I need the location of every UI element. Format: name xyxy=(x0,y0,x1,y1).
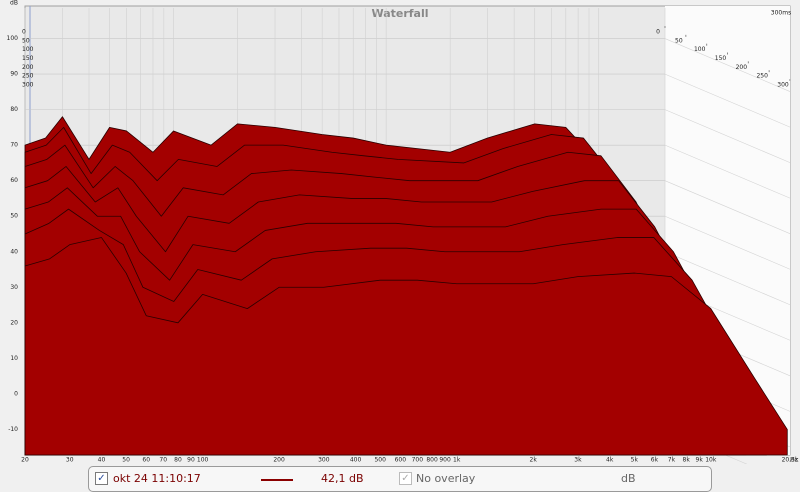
grid-line xyxy=(664,144,791,199)
chart-title: Waterfall xyxy=(371,7,428,20)
x-tick-label: 9k xyxy=(696,457,704,464)
y-tick-label: 100 xyxy=(7,35,19,42)
measurement-name[interactable]: okt 24 11:10:17 xyxy=(113,472,201,485)
z-tick-label: 200 xyxy=(22,64,34,71)
y-tick-label: 70 xyxy=(10,142,18,149)
z-tick-label: 0 xyxy=(656,29,660,36)
grid-line xyxy=(664,215,791,270)
y-tick-label: 40 xyxy=(10,248,18,255)
x-tick-label: 800 xyxy=(426,457,438,464)
y-tick-label: 90 xyxy=(10,71,18,78)
line-swatch xyxy=(261,479,293,481)
z-tick-label: 200 xyxy=(736,64,748,71)
x-tick-label: 80 xyxy=(174,457,182,464)
x-tick-label: 10k xyxy=(705,457,717,464)
z-tick-label: 300 xyxy=(22,82,34,89)
y-tick-label: 80 xyxy=(10,106,18,113)
x-tick-label: 400 xyxy=(350,457,362,464)
y-tick-label: 0 xyxy=(14,390,18,397)
z-tick-label: 100 xyxy=(694,46,706,53)
x-tick-label: 20 xyxy=(21,457,29,464)
x-tick-label: 90 xyxy=(187,457,195,464)
x-tick-label: 3k xyxy=(574,457,582,464)
grid-line xyxy=(664,109,791,163)
grid-line xyxy=(664,251,791,306)
x-tick-label: 2k xyxy=(530,457,538,464)
y-tick-label: 10 xyxy=(10,355,18,362)
grid-line xyxy=(664,180,791,234)
z-tick-label: 150 xyxy=(715,55,727,62)
legend-bar: ✓ okt 24 11:10:17 42,1 dB ✓ No overlay d… xyxy=(88,466,712,492)
y-tick-label: 60 xyxy=(10,177,18,184)
checkbox[interactable]: ✓ xyxy=(95,472,108,485)
x-tick-label: 30 xyxy=(66,457,74,464)
z-tick-label: 150 xyxy=(22,55,34,62)
x-axis-label: Hz xyxy=(790,457,798,464)
z-tick-label: 50 xyxy=(675,37,683,44)
z-axis-label: 300ms xyxy=(771,10,791,17)
overlay-checkbox[interactable]: ✓ xyxy=(399,472,412,485)
x-tick-label: 40 xyxy=(98,457,106,464)
z-tick-label: 250 xyxy=(22,73,34,80)
y-tick-label: 20 xyxy=(10,319,18,326)
z-tick-label: 300 xyxy=(777,82,789,89)
x-tick-label: 900 xyxy=(439,457,451,464)
z-tick-label: 50 xyxy=(22,37,30,44)
x-tick-label: 100 xyxy=(197,457,209,464)
z-tick-label: 0 xyxy=(22,29,26,36)
x-tick-label: 1k xyxy=(453,457,461,464)
x-tick-label: 6k xyxy=(651,457,659,464)
x-tick-label: 7k xyxy=(668,457,676,464)
y-axis-label: dB xyxy=(10,0,18,7)
x-tick-label: 4k xyxy=(606,457,614,464)
x-tick-label: 50 xyxy=(122,457,130,464)
x-tick-label: 20,5k xyxy=(782,457,799,464)
y-tick-label: -10 xyxy=(8,426,18,433)
y-tick-label: 50 xyxy=(10,213,18,220)
overlay-label[interactable]: No overlay xyxy=(416,472,476,485)
unit: dB xyxy=(621,472,636,485)
x-tick-label: 200 xyxy=(273,457,285,464)
y-tick-label: 30 xyxy=(10,284,18,291)
x-tick-label: 500 xyxy=(374,457,386,464)
x-tick-label: 60 xyxy=(142,457,150,464)
readout: 42,1 dB xyxy=(321,472,364,485)
chart: Waterfall dB 300ms Hz -10 0 10 20 30 40 50 60 70… xyxy=(6,0,799,464)
grid-line xyxy=(664,38,791,92)
x-tick-label: 600 xyxy=(395,457,407,464)
x-tick-label: 5k xyxy=(631,457,639,464)
grid-line xyxy=(664,73,791,128)
x-tick-label: 300 xyxy=(318,457,330,464)
x-tick-label: 700 xyxy=(412,457,424,464)
x-tick-label: 70 xyxy=(159,457,167,464)
x-tick-label: 8k xyxy=(683,457,691,464)
z-tick-label: 250 xyxy=(756,73,768,80)
waterfall-slice xyxy=(24,237,788,456)
z-tick-label: 100 xyxy=(22,46,34,53)
